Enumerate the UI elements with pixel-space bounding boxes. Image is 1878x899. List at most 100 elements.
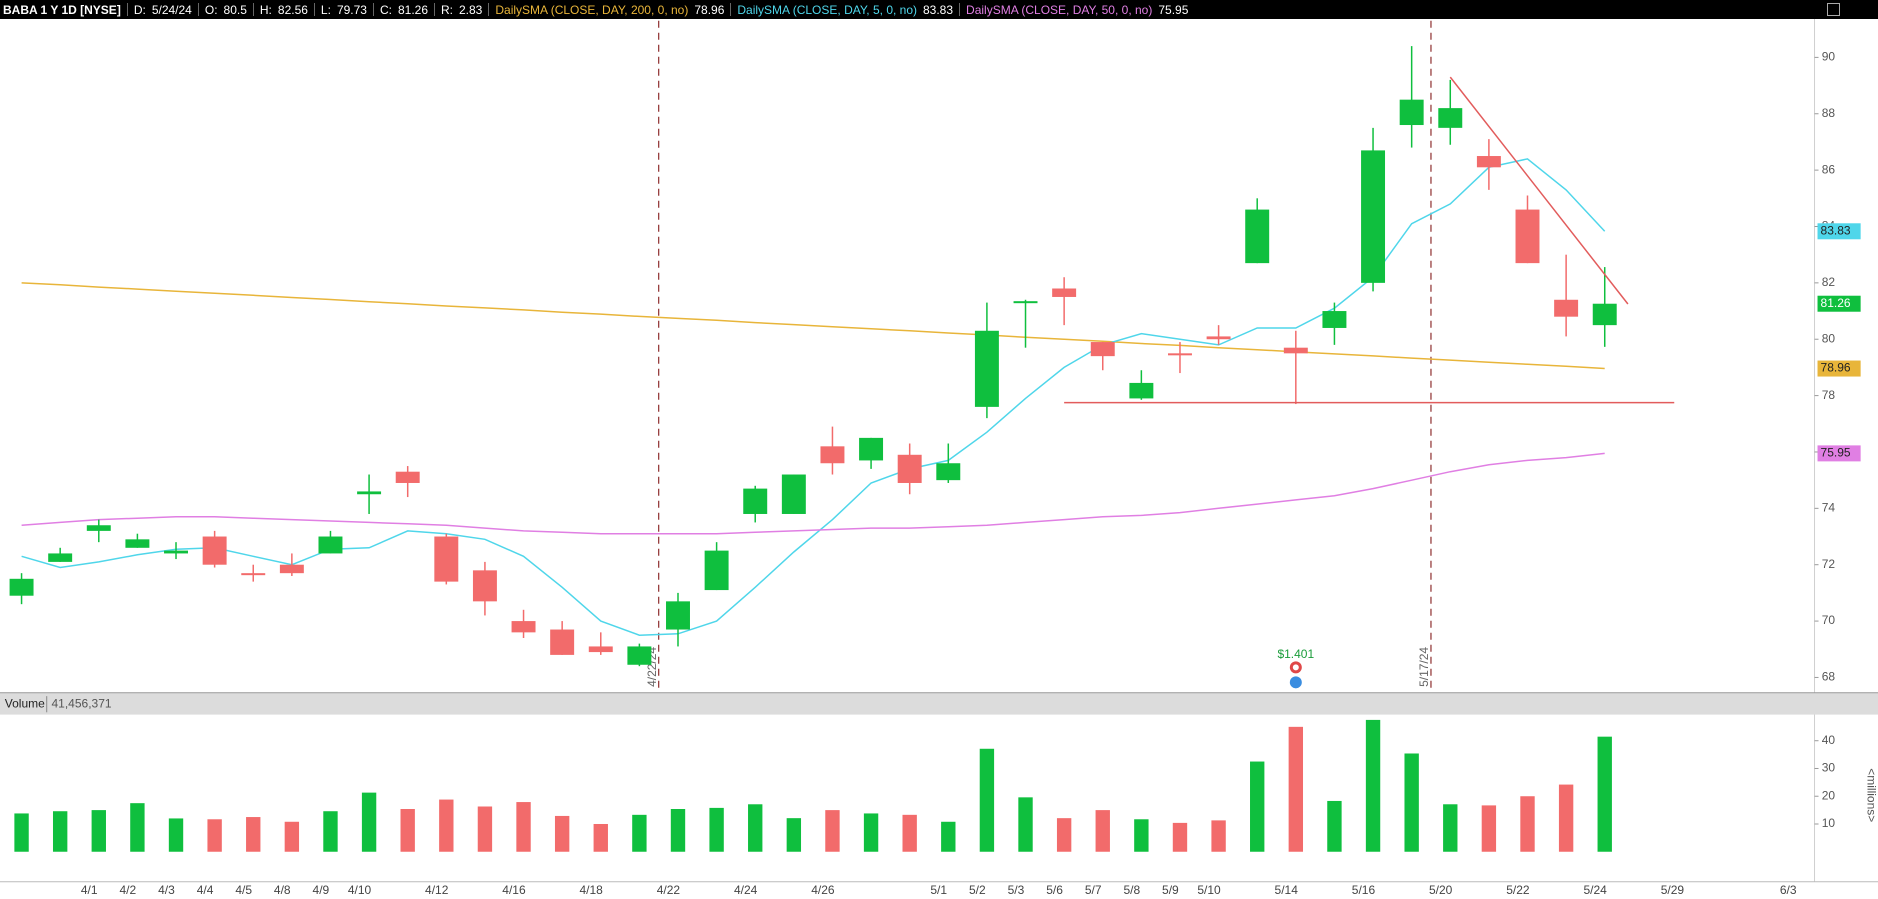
x-tick-label: 5/29	[1661, 883, 1685, 897]
field-value: 2.83	[459, 2, 483, 17]
x-tick-label: 4/18	[580, 883, 604, 897]
trendline	[1449, 76, 1629, 305]
x-tick-label: 5/3	[1008, 883, 1025, 897]
volume-bar	[246, 817, 261, 852]
candle-body	[1129, 382, 1154, 399]
x-tick-label: 5/1	[930, 883, 947, 897]
x-tick-label: 5/16	[1352, 883, 1376, 897]
x-tick-label: 5/22	[1506, 883, 1530, 897]
volume-bar	[1597, 736, 1612, 852]
separator	[197, 3, 199, 16]
field-value: 80.5	[223, 2, 247, 17]
candle-body	[974, 330, 999, 407]
y-tick-label: 78	[1822, 388, 1836, 402]
volume-bar	[361, 792, 377, 852]
volume-bar	[1095, 810, 1110, 852]
candle-body	[1245, 209, 1270, 264]
price-badge-label: 83.83	[1821, 223, 1851, 237]
candle-body	[1476, 156, 1501, 168]
candle-body	[357, 491, 382, 495]
x-tick-label: 4/26	[811, 883, 835, 897]
volume-bar	[91, 810, 106, 852]
candle-body	[511, 621, 536, 633]
x-tick-label: 5/2	[969, 883, 986, 897]
field-value: 79.73	[336, 2, 367, 17]
earnings-icon-inner	[1292, 664, 1299, 671]
price-badge	[1817, 223, 1861, 240]
candle-body	[704, 550, 729, 591]
separator	[372, 3, 374, 16]
separator	[488, 3, 490, 16]
candle-body	[1283, 347, 1308, 354]
volume-bar	[863, 813, 879, 852]
volume-bar	[1365, 719, 1381, 852]
candle-body	[743, 488, 768, 514]
x-tick-label: 5/6	[1046, 883, 1063, 897]
candle-body	[1052, 288, 1077, 297]
volume-bar	[130, 803, 145, 852]
expand-icon[interactable]	[1827, 3, 1840, 16]
field-label: O:	[204, 2, 218, 17]
volume-bar	[439, 799, 454, 852]
x-tick-label: 5/8	[1123, 883, 1140, 897]
price-badge	[1817, 445, 1861, 462]
volume-bar	[1134, 819, 1149, 852]
volume-last: 41,456,371	[52, 696, 112, 710]
separator	[313, 3, 315, 16]
sma-line	[21, 452, 1605, 535]
x-tick-label: 4/22	[657, 883, 681, 897]
study-value: 83.83	[923, 2, 954, 17]
volume-bar	[1056, 818, 1072, 852]
candle-body	[125, 539, 150, 548]
volume-bar	[477, 806, 493, 852]
price-badge	[1817, 295, 1861, 312]
volume-bar	[52, 811, 68, 852]
price-panel	[0, 18, 1878, 693]
separator	[126, 3, 128, 16]
y-tick-label: 68	[1822, 670, 1836, 684]
candle-body	[1206, 336, 1231, 340]
candle-body	[241, 573, 266, 576]
volume-bar	[670, 809, 686, 852]
x-tick-label: 6/3	[1780, 883, 1797, 897]
volume-bar	[14, 813, 29, 852]
symbol[interactable]: BABA 1 Y 1D [NYSE]	[3, 2, 121, 17]
candle-body	[1399, 99, 1424, 126]
y-tick-label: 90	[1822, 50, 1836, 64]
y-tick-label: 10	[1822, 816, 1836, 830]
field-label: R:	[441, 2, 453, 17]
candle-body	[936, 463, 961, 481]
x-tick-label: 5/14	[1275, 883, 1299, 897]
field-label: D:	[133, 2, 146, 17]
y-tick-label: 86	[1822, 162, 1836, 176]
study-name[interactable]: DailySMA (CLOSE, DAY, 5, 0, no)	[737, 2, 917, 17]
x-tick-label: 4/12	[425, 883, 449, 897]
price-badge-label: 78.96	[1821, 361, 1851, 375]
x-tick-label: 4/3	[158, 883, 175, 897]
y-tick-label: 70	[1822, 613, 1836, 627]
sma-line	[21, 158, 1606, 636]
study-name[interactable]: DailySMA (CLOSE, DAY, 200, 0, no)	[495, 2, 689, 17]
candle-body	[86, 525, 111, 531]
candle-body	[627, 646, 652, 665]
price-badge	[1817, 360, 1861, 377]
volume-bar	[632, 814, 647, 852]
volume-bar	[748, 804, 763, 852]
separator	[434, 3, 435, 16]
separator	[730, 3, 732, 16]
volume-bar	[593, 823, 608, 852]
candle-body	[588, 646, 613, 653]
study-name[interactable]: DailySMA (CLOSE, DAY, 50, 0, no)	[966, 2, 1153, 17]
price-badge-label: 75.95	[1821, 446, 1851, 460]
dividend-icon	[1289, 676, 1302, 689]
field-value: 82.56	[277, 2, 308, 17]
volume-title: Volume	[5, 696, 45, 710]
candle-body	[164, 550, 188, 554]
y-tick-label: 20	[1822, 788, 1836, 802]
volume-bar	[1520, 796, 1535, 852]
separator	[959, 3, 961, 16]
volume-bar	[1211, 820, 1226, 852]
volume-bar	[1018, 797, 1033, 852]
volume-bar	[400, 809, 415, 852]
